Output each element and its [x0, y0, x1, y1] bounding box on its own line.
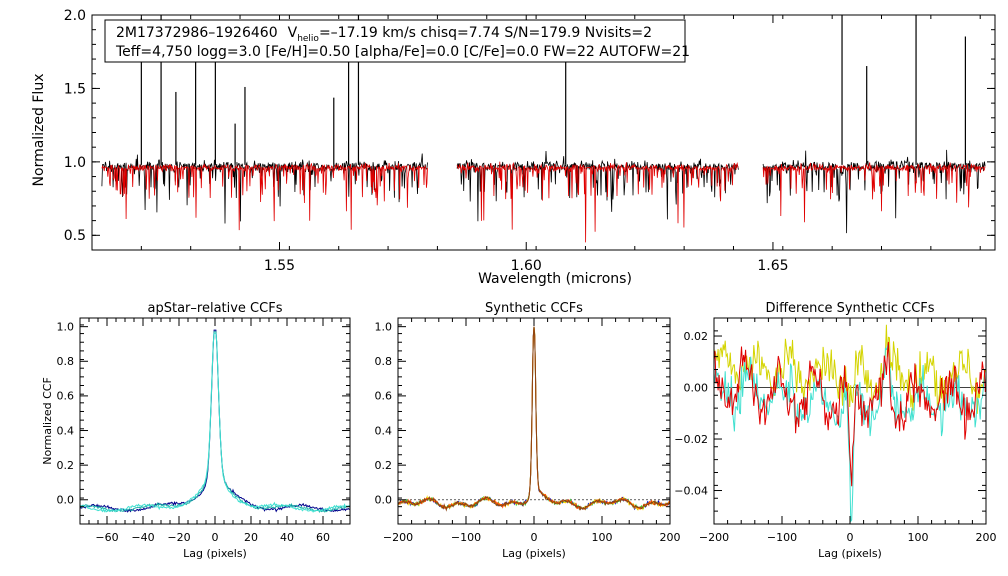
- vhelio-subscript: helio: [297, 34, 319, 44]
- apstar-ccf-xtick-label: −60: [95, 531, 118, 544]
- synthetic-ccf-xtick-label: 0: [531, 531, 538, 544]
- synthetic-ccf-traces: [398, 326, 670, 512]
- difference-ccf-title: Difference Synthetic CCFs: [765, 301, 934, 316]
- apstar-ccf-panel: apStar–relative CCFs −60 −40 −20 0 20 40 60 0.0…: [41, 301, 351, 560]
- star-id: 2M17372986–1926460: [116, 25, 278, 41]
- synthetic-ccf-ytick-label: 0.8: [375, 355, 393, 368]
- synthetic-ccf-series-line: [398, 326, 670, 511]
- spectrum-observed-chip-3: [762, 149, 986, 234]
- synthetic-ccf-ticks: −200 −100 0 100 200 0.0 0.2 0.4 0.6 0.8 1.0: [375, 318, 681, 544]
- synthetic-ccf-xlabel: Lag (pixels): [502, 547, 566, 560]
- apstar-ccf-ytick-label: 0.2: [57, 459, 75, 472]
- difference-ccf-traces: [714, 324, 986, 523]
- synthetic-ccf-series-line: [398, 326, 670, 511]
- spectrum-xtick-label: 1.55: [264, 258, 295, 274]
- apstar-ccf-series-line: [80, 333, 350, 513]
- apstar-ccf-ytick-label: 1.0: [57, 321, 75, 334]
- spectrum-observed-chip-1: [101, 153, 428, 224]
- difference-ccf-panel: Difference Synthetic CCFs −200 −100 0 100 20…: [674, 301, 996, 560]
- apstar-ccf-xtick-label: 20: [244, 531, 258, 544]
- difference-ccf-ytick-label: −0.04: [674, 484, 708, 497]
- apstar-ccf-frame: [79, 317, 351, 525]
- apstar-ccf-ytick-label: 0.6: [57, 390, 75, 403]
- difference-ccf-ytick-label: 0.00: [684, 381, 709, 394]
- difference-ccf-xtick-label: −200: [699, 531, 729, 544]
- apstar-ccf-traces: [80, 329, 350, 513]
- synthetic-ccf-series-line: [398, 326, 670, 511]
- spectrum-annotation-line2: Teff=4,750 logg=3.0 [Fe/H]=0.50 [alpha/F…: [115, 44, 690, 60]
- spectrum-ylabel: Normalized Flux: [31, 74, 47, 187]
- difference-ccf-xtick-label: −100: [767, 531, 797, 544]
- apstar-ccf-series-line: [80, 331, 350, 513]
- spectrum-ytick-label: 0.5: [64, 228, 86, 244]
- apstar-ccf-xtick-label: −40: [131, 531, 154, 544]
- apstar-ccf-xtick-label: 0: [212, 531, 219, 544]
- spectrum-stats: =–17.19 km/s chisq=7.74 S/N=179.9 Nvisit…: [319, 25, 652, 41]
- spectrum-ticks: 1.55 1.60 1.65 0.5 1.0 1.5 2.0: [64, 8, 995, 274]
- difference-ccf-xlabel: Lag (pixels): [818, 547, 882, 560]
- spectrum-panel: 1.55 1.60 1.65 0.5 1.0 1.5 2.0 2M17372986–1926…: [31, 8, 996, 287]
- difference-ccf-series-line: [714, 344, 986, 523]
- synthetic-ccf-title: Synthetic CCFs: [485, 301, 583, 316]
- apstar-ccf-ytick-label: 0.4: [57, 424, 75, 437]
- synthetic-ccf-xtick-label: −200: [383, 531, 413, 544]
- spectrum-traces: [101, 15, 986, 243]
- apstar-ccf-xtick-label: 60: [316, 531, 330, 544]
- synthetic-ccf-ytick-label: 0.2: [375, 459, 393, 472]
- apstar-ccf-ticks: −60 −40 −20 0 20 40 60 0.0 0.2 0.4 0.6 0.8 1.0: [57, 318, 351, 544]
- synthetic-ccf-panel: Synthetic CCFs −200 −100 0 100 200 0.0 0.2 0.4 0…: [375, 301, 681, 560]
- spectrum-observed-chip-2: [456, 150, 739, 222]
- spectrum-xtick-label: 1.65: [757, 258, 788, 274]
- synthetic-ccf-ytick-label: 0.4: [375, 424, 393, 437]
- synthetic-ccf-ytick-label: 1.0: [375, 321, 393, 334]
- synthetic-ccf-ytick-label: 0.0: [375, 494, 393, 507]
- spectrum-ytick-label: 1.0: [64, 155, 86, 171]
- spectrum-model-chip-2: [456, 161, 739, 243]
- apstar-ccf-xtick-label: 40: [280, 531, 294, 544]
- apstar-ccf-title: apStar–relative CCFs: [148, 301, 283, 316]
- synthetic-ccf-xtick-label: −100: [451, 531, 481, 544]
- synthetic-ccf-xtick-label: 100: [592, 531, 613, 544]
- vhelio-symbol: V: [288, 25, 298, 41]
- spectrum-model-chip-1: [101, 162, 428, 231]
- difference-ccf-ticks: −200 −100 0 100 200 −0.04 −0.02 0.00 0.02: [674, 317, 997, 544]
- difference-ccf-series-line: [714, 324, 986, 414]
- synthetic-ccf-series-line: [398, 326, 670, 512]
- apstar-ccf-xlabel: Lag (pixels): [183, 547, 247, 560]
- spectrum-xlabel: Wavelength (microns): [478, 271, 632, 287]
- difference-ccf-xtick-label: 100: [908, 531, 929, 544]
- synthetic-ccf-frame: [397, 317, 671, 525]
- spectrum-xtick-label: 1.60: [511, 258, 542, 274]
- apstar-ccf-xtick-label: −20: [167, 531, 190, 544]
- spectrum-ytick-label: 1.5: [64, 81, 86, 97]
- apstar-ccf-ylabel: Normalized CCF: [41, 377, 54, 465]
- spectrum-ytick-label: 2.0: [64, 8, 86, 24]
- difference-ccf-ytick-label: −0.02: [674, 433, 708, 446]
- difference-ccf-series-line: [714, 341, 986, 487]
- spectrum-annotation-box: [104, 19, 686, 63]
- synthetic-ccf-xtick-label: 200: [660, 531, 681, 544]
- apstar-ccf-ytick-label: 0.0: [57, 494, 75, 507]
- difference-ccf-xtick-label: 200: [976, 531, 997, 544]
- apstar-ccf-series-line: [80, 329, 350, 513]
- spectrum-model-chip-3: [762, 162, 986, 223]
- synthetic-ccf-ytick-label: 0.6: [375, 390, 393, 403]
- difference-ccf-xtick-label: 0: [847, 531, 854, 544]
- spectrum-annotation-line1: 2M17372986–1926460 Vhelio=–17.19 km/s chi…: [116, 25, 652, 44]
- apstar-ccf-ytick-label: 0.8: [57, 355, 75, 368]
- difference-ccf-ytick-label: 0.02: [684, 330, 709, 343]
- synthetic-ccf-series-line: [398, 326, 670, 511]
